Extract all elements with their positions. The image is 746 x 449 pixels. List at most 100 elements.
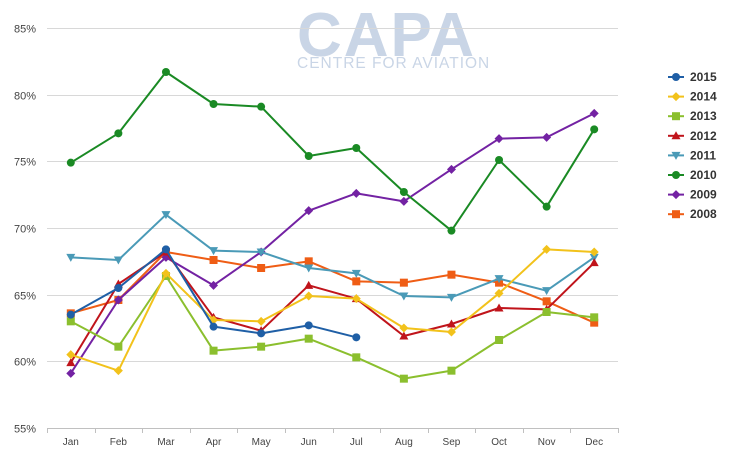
data-point-2012 <box>304 280 314 289</box>
legend-item-2013: 2013 <box>668 109 717 123</box>
data-point-2010 <box>257 102 266 111</box>
data-point-2015 <box>304 321 313 330</box>
x-tick-label: Dec <box>585 437 603 448</box>
data-point-2008 <box>590 318 599 327</box>
data-point-2011 <box>589 253 599 262</box>
legend-label: 2014 <box>690 90 717 104</box>
x-tick-label: Apr <box>206 437 222 448</box>
legend-label: 2010 <box>690 168 717 182</box>
data-point-2010 <box>304 152 313 160</box>
data-point-2010 <box>495 156 504 164</box>
data-point-2013 <box>495 336 504 344</box>
x-tick-label: Aug <box>395 437 413 448</box>
data-point-2014 <box>399 323 409 333</box>
chart-series <box>66 68 599 383</box>
x-tick-label: May <box>252 437 271 448</box>
x-tick-label: Sep <box>443 437 461 448</box>
data-point-2011 <box>351 269 361 278</box>
data-point-2010 <box>352 144 361 152</box>
legend-label: 2009 <box>690 188 717 202</box>
legend-swatch-marker <box>672 73 680 81</box>
series-2013 <box>66 272 599 383</box>
series-2014 <box>66 244 599 376</box>
data-point-2009 <box>542 132 552 142</box>
data-point-2013 <box>66 317 75 326</box>
x-tick-label: Jan <box>63 437 79 448</box>
y-tick-label: 85% <box>14 24 36 36</box>
legend-label: 2015 <box>690 70 717 84</box>
legend-item-2014: 2014 <box>668 90 717 104</box>
legend-label: 2013 <box>690 109 717 123</box>
data-point-2011 <box>161 211 171 220</box>
data-point-2011 <box>446 293 456 302</box>
data-point-2014 <box>494 288 504 298</box>
data-point-2011 <box>542 287 552 296</box>
data-point-2013 <box>542 308 551 316</box>
chart-gridlines <box>47 28 618 429</box>
data-point-2008 <box>399 278 408 287</box>
data-point-2010 <box>114 129 123 138</box>
data-point-2012 <box>494 303 504 312</box>
y-axis: 55% 60% 65% 70% 75% 80% 85% <box>14 24 36 436</box>
series-line-2014 <box>70 248 595 372</box>
y-tick-label: 60% <box>14 357 36 369</box>
data-point-2014 <box>446 327 456 337</box>
legend-swatch-marker <box>672 171 680 179</box>
data-point-2013 <box>399 374 408 383</box>
data-point-2014 <box>161 268 171 278</box>
legend-swatch-marker <box>671 190 681 200</box>
data-point-2013 <box>209 346 218 355</box>
data-point-2015 <box>161 245 170 254</box>
x-tick-label: Feb <box>110 437 128 448</box>
data-point-2009 <box>161 252 171 262</box>
legend-item-2009: 2009 <box>668 188 717 202</box>
legend-label: 2012 <box>690 129 717 143</box>
data-point-2011 <box>494 275 504 284</box>
chart-legend: 2015 2014 2013 2012 2011 2010 2009 2008 <box>668 70 717 221</box>
data-point-2009 <box>66 368 76 378</box>
data-point-2010 <box>447 226 456 235</box>
series-2015 <box>66 245 361 342</box>
legend-swatch-marker <box>671 92 681 102</box>
data-point-2011 <box>304 264 314 273</box>
watermark-sub-text: CENTRE FOR AVIATION <box>297 55 490 72</box>
legend-label: 2011 <box>690 148 716 162</box>
data-point-2009 <box>209 280 219 290</box>
data-point-2015 <box>209 322 218 331</box>
legend-item-2012: 2012 <box>668 129 717 143</box>
data-point-2008 <box>304 257 313 266</box>
x-tick-label: Oct <box>491 437 507 448</box>
data-point-2013 <box>257 342 266 351</box>
data-point-2013 <box>304 334 313 343</box>
data-point-2015 <box>352 333 361 342</box>
data-point-2011 <box>399 292 409 301</box>
data-point-2010 <box>161 68 170 76</box>
legend-item-2011: 2011 <box>668 148 716 162</box>
data-point-2009 <box>304 206 314 216</box>
data-point-2010 <box>399 188 408 196</box>
x-tick-label: Mar <box>157 437 175 448</box>
data-point-2009 <box>446 164 456 174</box>
data-point-2014 <box>542 244 552 254</box>
data-point-2015 <box>114 284 123 292</box>
legend-item-2015: 2015 <box>668 70 717 84</box>
data-point-2008 <box>447 270 456 279</box>
x-tick-label: Nov <box>538 437 556 448</box>
data-point-2011 <box>113 256 123 265</box>
data-point-2012 <box>589 258 599 267</box>
data-point-2010 <box>590 125 599 134</box>
series-line-2012 <box>69 251 595 364</box>
data-point-2011 <box>256 248 266 257</box>
data-point-2015 <box>66 310 75 319</box>
data-point-2009 <box>589 108 599 118</box>
data-point-2008 <box>542 297 551 306</box>
data-point-2013 <box>352 353 361 362</box>
series-2009 <box>66 108 599 378</box>
x-axis: Jan Feb Mar Apr May Jun Jul Aug Sep Oct Nov Dec <box>47 428 619 448</box>
capa-watermark-logo: CAPA CENTRE FOR AVIATION <box>297 1 490 72</box>
data-point-2008 <box>257 264 266 272</box>
series-line-2010 <box>70 71 596 232</box>
data-point-2009 <box>113 295 123 305</box>
y-tick-label: 70% <box>14 224 36 236</box>
